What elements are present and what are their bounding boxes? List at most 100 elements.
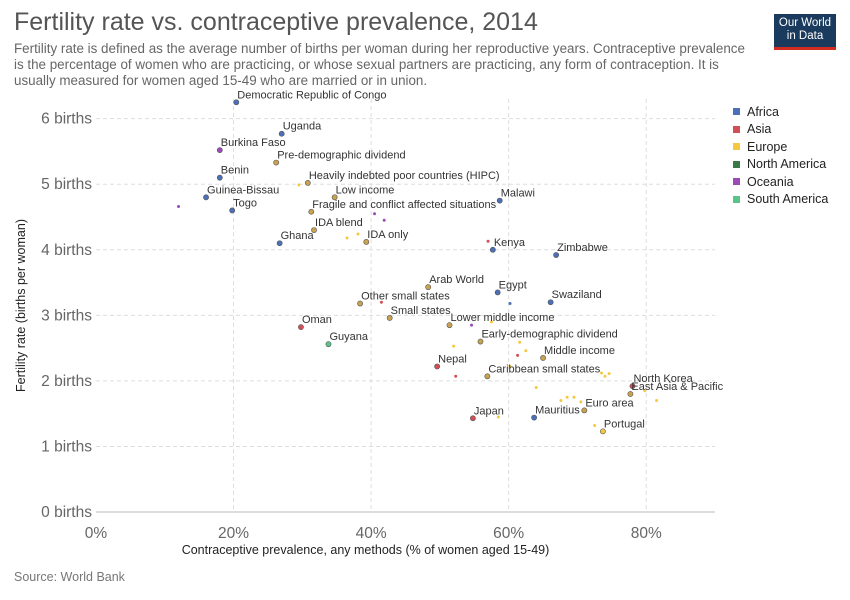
- data-point[interactable]: [486, 239, 490, 243]
- x-tick-label: 80%: [631, 525, 662, 542]
- data-point[interactable]: [216, 147, 223, 154]
- y-tick-label: 4 births: [41, 242, 92, 259]
- legend-item-south-america[interactable]: South America: [733, 191, 828, 209]
- legend-item-europe[interactable]: Europe: [733, 138, 828, 156]
- data-point-label: Zimbabwe: [557, 242, 608, 254]
- legend-label-europe: Europe: [747, 139, 788, 154]
- data-point-label: Arab World: [429, 274, 484, 286]
- data-point[interactable]: [496, 415, 500, 419]
- data-point-label: Fragile and conflict affected situations: [312, 199, 496, 211]
- data-point[interactable]: [298, 324, 304, 331]
- data-point-label: IDA blend: [315, 217, 363, 229]
- data-point[interactable]: [643, 389, 647, 393]
- data-point[interactable]: [508, 364, 512, 368]
- data-point[interactable]: [593, 423, 597, 427]
- data-point[interactable]: [177, 205, 181, 209]
- data-point-label: Kenya: [494, 237, 526, 249]
- data-point[interactable]: [386, 315, 393, 321]
- data-point[interactable]: [373, 212, 377, 216]
- data-point-label: Oman: [302, 314, 332, 326]
- our-world-in-data-logo[interactable]: Our World in Data: [774, 14, 836, 50]
- data-point[interactable]: [434, 363, 441, 370]
- data-point-label: Uganda: [283, 121, 322, 133]
- data-point-label: Democratic Republic of Congo: [237, 89, 386, 101]
- data-point-label: Small states: [391, 305, 451, 317]
- data-point[interactable]: [496, 197, 503, 204]
- data-point[interactable]: [489, 320, 493, 324]
- data-point[interactable]: [229, 207, 236, 214]
- data-point[interactable]: [518, 340, 522, 344]
- data-point-label: Nepal: [438, 353, 467, 365]
- data-point[interactable]: [382, 218, 386, 222]
- data-point[interactable]: [304, 180, 311, 186]
- data-point-label: Burkina Faso: [221, 137, 286, 149]
- grid-lines: [96, 99, 715, 513]
- legend-swatch-north-america: [733, 160, 740, 168]
- data-point[interactable]: [627, 391, 634, 397]
- data-point[interactable]: [454, 374, 458, 378]
- data-point[interactable]: [357, 300, 364, 307]
- legend-label-south-america: South America: [747, 192, 829, 207]
- data-point[interactable]: [531, 414, 538, 421]
- data-point[interactable]: [276, 240, 283, 247]
- y-tick-label: 2 births: [41, 373, 92, 390]
- data-point[interactable]: [325, 341, 332, 348]
- data-point[interactable]: [425, 284, 432, 291]
- data-point[interactable]: [446, 322, 453, 329]
- data-point[interactable]: [572, 395, 576, 399]
- data-point[interactable]: [655, 399, 659, 403]
- data-point[interactable]: [477, 338, 484, 345]
- data-point[interactable]: [600, 371, 604, 375]
- data-point[interactable]: [345, 236, 349, 240]
- data-point-label: IDA only: [367, 229, 408, 241]
- data-point[interactable]: [484, 373, 491, 380]
- legend-item-north-america[interactable]: North America: [733, 156, 828, 174]
- data-point[interactable]: [607, 372, 611, 376]
- legend-swatch-south-america: [733, 195, 740, 203]
- legend-item-asia[interactable]: Asia: [733, 121, 828, 139]
- legend-label-north-america: North America: [747, 157, 827, 172]
- data-point[interactable]: [452, 344, 456, 348]
- data-point[interactable]: [540, 355, 546, 361]
- data-point[interactable]: [603, 374, 607, 378]
- data-point[interactable]: [565, 395, 569, 399]
- data-point[interactable]: [489, 246, 496, 253]
- data-point[interactable]: [579, 400, 583, 404]
- data-point[interactable]: [273, 159, 280, 166]
- data-point[interactable]: [470, 323, 474, 327]
- legend-item-africa[interactable]: Africa: [733, 103, 828, 121]
- data-point-label: Malawi: [501, 188, 535, 200]
- data-point-label: Lower middle income: [451, 312, 555, 324]
- data-point[interactable]: [297, 183, 301, 187]
- chart-title: Fertility rate vs. contraceptive prevale…: [14, 8, 538, 36]
- data-point[interactable]: [379, 300, 383, 304]
- y-tick-label: 6 births: [41, 111, 92, 128]
- data-point[interactable]: [516, 353, 520, 357]
- data-point-label: Togo: [233, 197, 257, 209]
- data-point[interactable]: [356, 232, 360, 236]
- data-point[interactable]: [494, 289, 501, 296]
- data-point[interactable]: [629, 383, 636, 390]
- data-point-label: Pre-demographic dividend: [277, 150, 405, 162]
- legend-item-oceania[interactable]: Oceania: [733, 173, 828, 191]
- data-point[interactable]: [524, 349, 528, 353]
- data-point[interactable]: [233, 99, 240, 106]
- data-point[interactable]: [331, 194, 338, 201]
- data-point[interactable]: [216, 174, 223, 181]
- data-point-label: Ghana: [281, 230, 315, 242]
- data-point-label: North Korea: [633, 373, 693, 385]
- data-point[interactable]: [363, 239, 370, 245]
- data-point[interactable]: [203, 194, 209, 201]
- data-point[interactable]: [547, 299, 554, 306]
- data-point[interactable]: [559, 399, 563, 403]
- data-point[interactable]: [599, 428, 606, 435]
- data-point[interactable]: [553, 252, 560, 258]
- data-point[interactable]: [534, 385, 538, 389]
- data-point-label: Middle income: [544, 345, 615, 357]
- data-point[interactable]: [470, 415, 476, 422]
- data-point[interactable]: [581, 407, 588, 414]
- data-point[interactable]: [508, 302, 512, 306]
- data-point[interactable]: [311, 227, 317, 234]
- data-point[interactable]: [308, 208, 315, 215]
- data-point[interactable]: [278, 130, 285, 137]
